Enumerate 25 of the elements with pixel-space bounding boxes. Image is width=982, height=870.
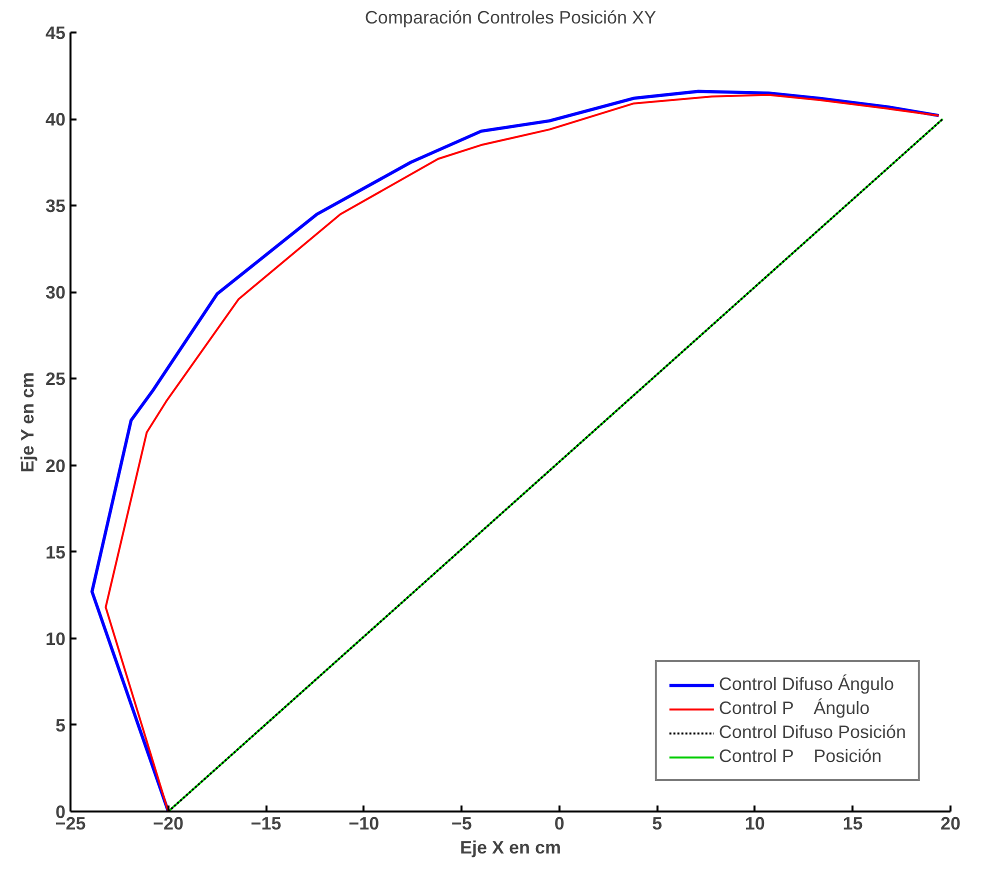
y-tick-label: 5 bbox=[55, 715, 66, 736]
x-tick-label: 10 bbox=[744, 814, 765, 834]
y-tick-label: 20 bbox=[45, 456, 66, 476]
x-tick-label: −5 bbox=[451, 814, 472, 834]
y-tick-label: 30 bbox=[45, 282, 66, 303]
x-tick-label: 20 bbox=[940, 814, 961, 834]
x-tick-label: −20 bbox=[153, 814, 184, 834]
y-axis-title: Eje Y en cm bbox=[17, 372, 38, 473]
legend-label: Control P Ángulo bbox=[718, 698, 870, 719]
chart-title: Comparación Controles Posición XY bbox=[364, 8, 656, 28]
x-axis-title: Eje X en cm bbox=[460, 838, 562, 858]
y-tick-label: 35 bbox=[45, 196, 66, 216]
x-tick-label: −15 bbox=[250, 814, 282, 834]
x-tick-label: 15 bbox=[842, 814, 863, 834]
y-tick-label: 40 bbox=[45, 110, 66, 130]
legend-label: Control Difuso Posición bbox=[718, 722, 906, 743]
y-tick-label: 10 bbox=[45, 628, 66, 649]
y-tick-label: 25 bbox=[45, 369, 66, 390]
legend-label: Control Difuso Ángulo bbox=[718, 674, 894, 695]
y-tick-label: 45 bbox=[45, 23, 66, 43]
x-tick-label: −10 bbox=[348, 814, 380, 834]
legend-label: Control P Posición bbox=[718, 746, 882, 767]
x-tick-label: 5 bbox=[652, 814, 662, 834]
x-tick-label: 0 bbox=[554, 814, 564, 834]
y-tick-label: 15 bbox=[45, 542, 66, 562]
